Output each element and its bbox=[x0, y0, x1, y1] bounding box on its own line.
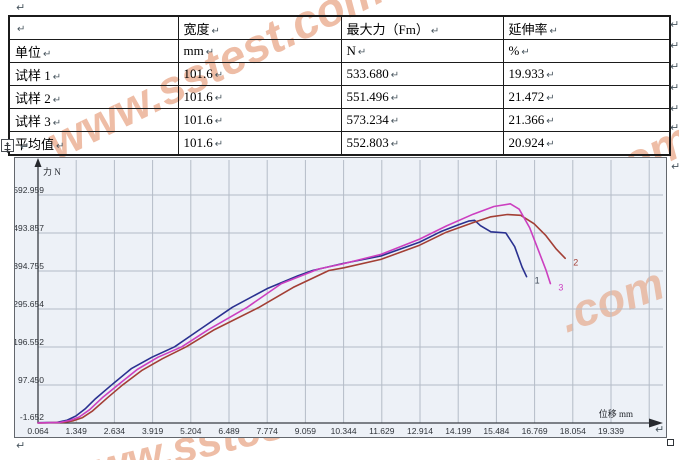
paragraph-mark: ↵ bbox=[655, 423, 665, 436]
row-label[interactable]: 试样 2 ↵ bbox=[8, 85, 179, 109]
x-tick-label: 11.629 bbox=[369, 426, 395, 435]
cell-avg-width[interactable]: 101.6 ↵ bbox=[177, 131, 342, 156]
x-tick-label: 2.634 bbox=[104, 426, 126, 435]
x-axis-title: 位移 mm bbox=[599, 408, 633, 419]
row-end-mark: ↵ bbox=[670, 102, 679, 115]
cell-unit-width[interactable]: mm ↵ bbox=[177, 39, 342, 63]
table-row-sample1: 试样 1 ↵ 101.6 ↵ 533.680 ↵ 19.933 ↵ bbox=[8, 62, 671, 86]
row-end-mark: ↵ bbox=[670, 121, 679, 134]
y-axis-title: 力 N bbox=[43, 166, 61, 177]
move-arrows-icon bbox=[4, 142, 11, 153]
row-end-mark: ↵ bbox=[670, 81, 679, 94]
row-end-mark: ↵ bbox=[670, 60, 679, 73]
table-header-row: ↵ 宽度 ↵ 最大力（Fm） ↵ 延伸率 ↵ bbox=[8, 15, 671, 40]
header-cell-empty[interactable]: ↵ bbox=[8, 15, 179, 40]
row-label[interactable]: 试样 3 ↵ bbox=[8, 108, 179, 132]
cell-s2-width[interactable]: 101.6 ↵ bbox=[177, 85, 342, 109]
cell-avg-elong[interactable]: 20.924 ↵ bbox=[502, 131, 671, 156]
table-row-unit: 单位 ↵ mm ↵ N ↵ % ↵ bbox=[8, 39, 671, 63]
paragraph-mark: ↵ bbox=[671, 160, 679, 173]
x-tick-label: 9.059 bbox=[295, 426, 317, 435]
cell-unit-elong[interactable]: % ↵ bbox=[502, 39, 671, 63]
cell-s1-force[interactable]: 533.680 ↵ bbox=[340, 62, 504, 86]
cell-s3-elong[interactable]: 21.366 ↵ bbox=[502, 108, 671, 132]
curve-label-1: 1 bbox=[535, 276, 540, 286]
x-tick-label: 10.344 bbox=[331, 426, 357, 435]
curve-sample-1[interactable] bbox=[37, 219, 528, 424]
y-tick-label: 394.755 bbox=[15, 261, 44, 271]
header-cell-maxforce[interactable]: 最大力（Fm） ↵ bbox=[340, 15, 504, 40]
x-axis-arrow-icon bbox=[649, 418, 663, 428]
table-row-sample3: 试样 3 ↵ 101.6 ↵ 573.234 ↵ 21.366 ↵ bbox=[8, 108, 671, 132]
curve-sample-2[interactable] bbox=[37, 213, 567, 424]
paragraph-mark: ↵ bbox=[20, 140, 30, 153]
paragraph-mark: ↵ bbox=[16, 1, 26, 14]
cell-unit-force[interactable]: N ↵ bbox=[340, 39, 504, 63]
y-tick-label: 97.450 bbox=[18, 375, 44, 385]
x-tick-label: 3.919 bbox=[142, 426, 164, 435]
x-tick-label: 14.199 bbox=[445, 426, 471, 435]
table-row-average: 平均值 ↵ 101.6 ↵ 552.803 ↵ 20.924 ↵ bbox=[8, 131, 671, 156]
chart-resize-handle[interactable] bbox=[667, 439, 674, 446]
results-table: ↵ 宽度 ↵ 最大力（Fm） ↵ 延伸率 ↵ 单位 ↵ mm ↵ N ↵ % ↵ 试样 1 ↵ … bbox=[8, 15, 671, 156]
x-tick-label: 16.769 bbox=[522, 426, 548, 435]
cell-s1-elong[interactable]: 19.933 ↵ bbox=[502, 62, 671, 86]
y-axis-arrow-icon bbox=[34, 158, 42, 167]
x-tick-label: 15.484 bbox=[483, 426, 509, 435]
y-tick-label: 493.857 bbox=[15, 223, 44, 233]
x-tick-label: 6.489 bbox=[218, 426, 240, 435]
y-tick-label: 295.654 bbox=[15, 299, 44, 309]
chart-move-handle-icon[interactable] bbox=[1, 139, 14, 153]
row-label[interactable]: 试样 1 ↵ bbox=[8, 62, 179, 86]
row-end-mark: ↵ bbox=[670, 39, 679, 52]
cell-s2-elong[interactable]: 21.472 ↵ bbox=[502, 85, 671, 109]
x-tick-label: 1.349 bbox=[66, 426, 88, 435]
header-cell-elongation[interactable]: 延伸率 ↵ bbox=[502, 15, 671, 40]
y-tick-label: -1.652 bbox=[20, 412, 44, 422]
x-tick-label: 0.064 bbox=[27, 426, 49, 435]
x-tick-label: 18.054 bbox=[560, 426, 586, 435]
cell-avg-force[interactable]: 552.803 ↵ bbox=[340, 131, 504, 156]
curve-sample-3[interactable] bbox=[37, 202, 552, 424]
row-label[interactable]: 单位 ↵ bbox=[8, 39, 179, 63]
cell-s3-width[interactable]: 101.6 ↵ bbox=[177, 108, 342, 132]
paragraph-mark: ↵ bbox=[16, 439, 26, 452]
x-tick-label: 19.339 bbox=[598, 426, 624, 435]
y-tick-label: 592.959 bbox=[15, 185, 44, 195]
cell-s1-width[interactable]: 101.6 ↵ bbox=[177, 62, 342, 86]
x-tick-label: 5.204 bbox=[180, 426, 202, 435]
x-tick-label: 12.914 bbox=[407, 426, 433, 435]
row-label[interactable]: 平均值 ↵ bbox=[8, 131, 179, 156]
header-cell-width[interactable]: 宽度 ↵ bbox=[177, 15, 342, 40]
force-displacement-chart[interactable]: .com 0.064 1.349 2.634 3.919 5.204 6.489 7.774… bbox=[14, 157, 671, 438]
chart-svg: 0.064 1.349 2.634 3.919 5.204 6.489 7.774 9.059… bbox=[15, 158, 663, 435]
cell-s2-force[interactable]: 551.496 ↵ bbox=[340, 85, 504, 109]
curve-label-3: 3 bbox=[558, 283, 563, 293]
table-row-sample2: 试样 2 ↵ 101.6 ↵ 551.496 ↵ 21.472 ↵ bbox=[8, 85, 671, 109]
curve-label-2: 2 bbox=[573, 257, 578, 267]
cell-s3-force[interactable]: 573.234 ↵ bbox=[340, 108, 504, 132]
y-tick-label: 196.552 bbox=[15, 337, 44, 347]
x-tick-label: 7.774 bbox=[257, 426, 279, 435]
row-end-mark: ↵ bbox=[670, 18, 679, 31]
